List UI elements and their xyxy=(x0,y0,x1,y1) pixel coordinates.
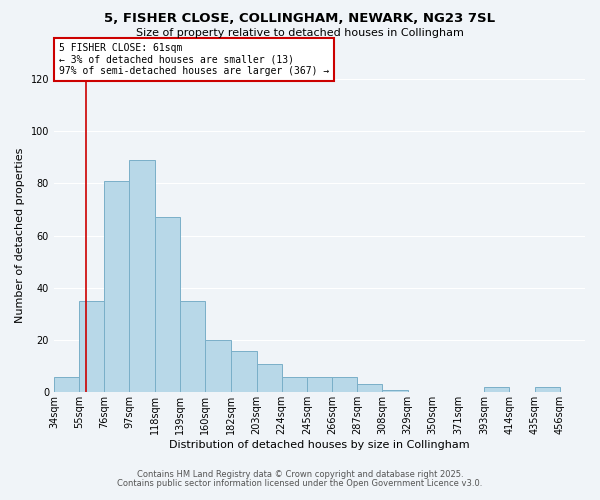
Bar xyxy=(257,364,281,392)
Bar xyxy=(232,350,257,393)
Text: Contains public sector information licensed under the Open Government Licence v3: Contains public sector information licen… xyxy=(118,478,482,488)
Bar xyxy=(180,301,205,392)
Bar xyxy=(307,376,332,392)
Bar xyxy=(535,387,560,392)
Y-axis label: Number of detached properties: Number of detached properties xyxy=(15,148,25,324)
Text: Contains HM Land Registry data © Crown copyright and database right 2025.: Contains HM Land Registry data © Crown c… xyxy=(137,470,463,479)
Bar xyxy=(79,301,104,392)
Bar xyxy=(281,376,307,392)
Bar xyxy=(155,218,180,392)
Bar xyxy=(104,181,130,392)
Bar xyxy=(357,384,382,392)
Bar xyxy=(205,340,232,392)
Bar xyxy=(484,387,509,392)
Text: 5 FISHER CLOSE: 61sqm
← 3% of detached houses are smaller (13)
97% of semi-detac: 5 FISHER CLOSE: 61sqm ← 3% of detached h… xyxy=(59,42,329,76)
Bar xyxy=(130,160,155,392)
Bar xyxy=(332,376,357,392)
Bar xyxy=(54,376,79,392)
Bar xyxy=(382,390,407,392)
Text: 5, FISHER CLOSE, COLLINGHAM, NEWARK, NG23 7SL: 5, FISHER CLOSE, COLLINGHAM, NEWARK, NG2… xyxy=(104,12,496,26)
X-axis label: Distribution of detached houses by size in Collingham: Distribution of detached houses by size … xyxy=(169,440,470,450)
Text: Size of property relative to detached houses in Collingham: Size of property relative to detached ho… xyxy=(136,28,464,38)
